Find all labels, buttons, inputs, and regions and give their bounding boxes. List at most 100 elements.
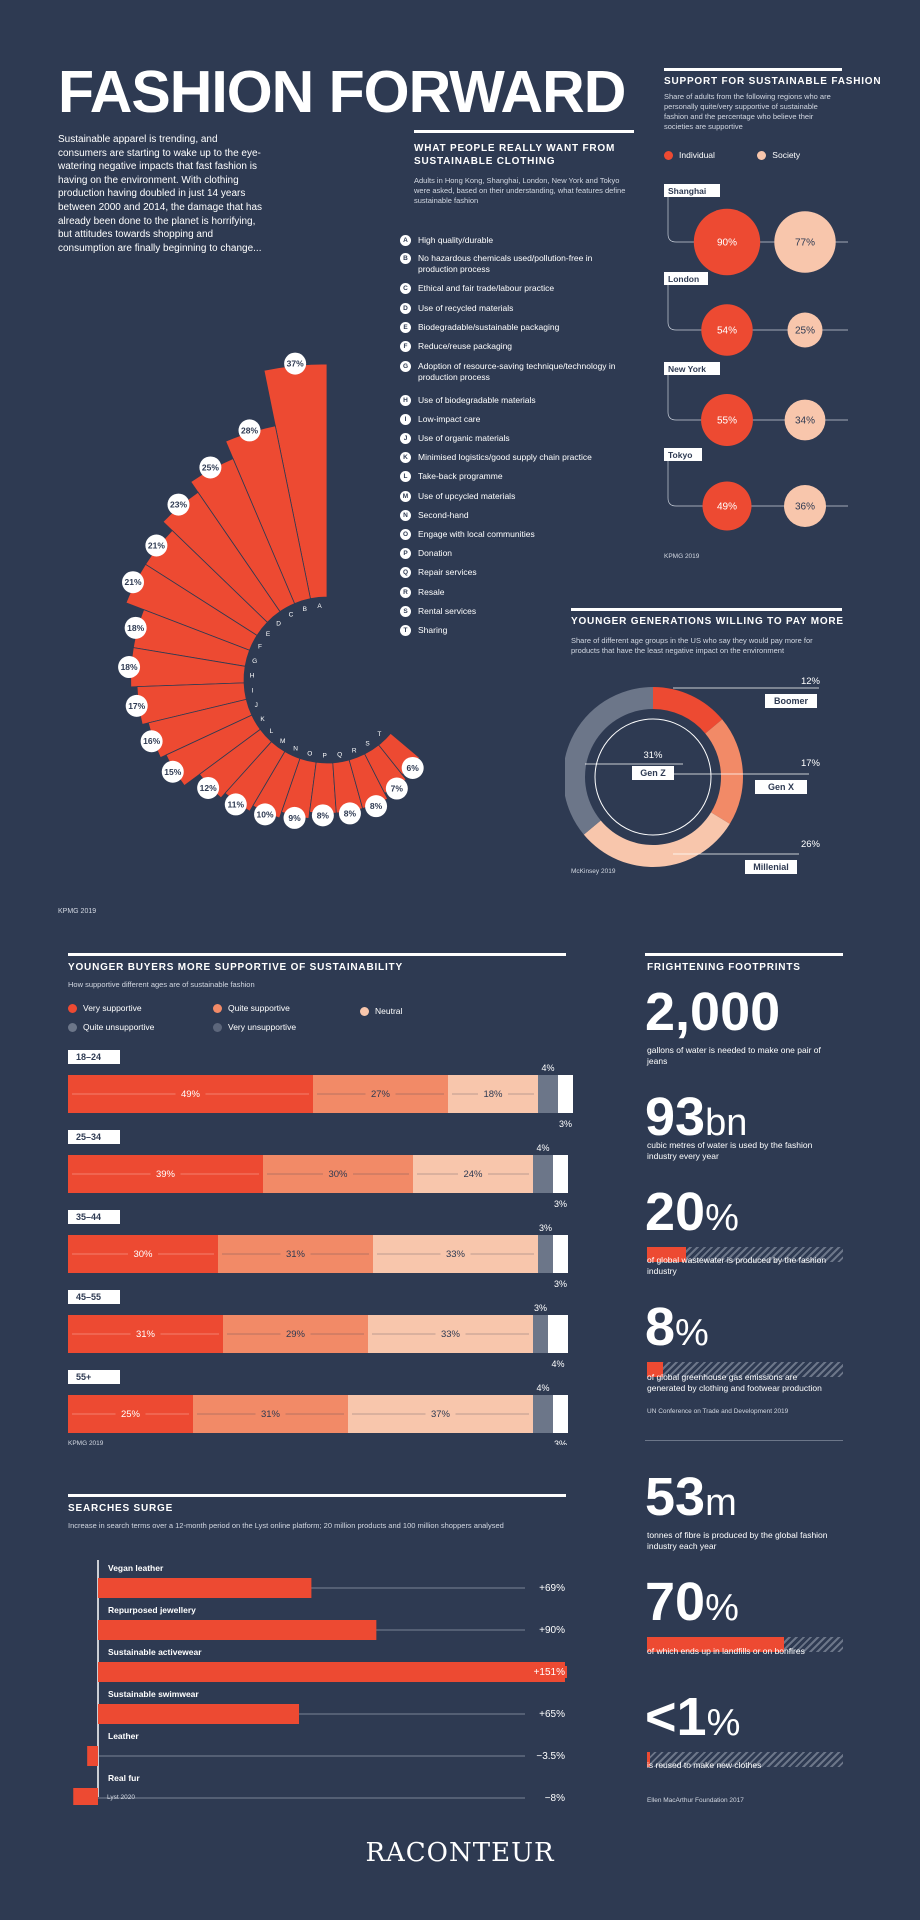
radial-value-label: 37% (287, 359, 304, 369)
footprint-unit: m (705, 1482, 737, 1524)
radial-label-bg-S (385, 777, 408, 800)
search-term-label: Sustainable swimwear (108, 1689, 199, 1699)
ring-value-label: 17% (801, 758, 821, 769)
segment-label-bg (458, 1168, 488, 1180)
ages-title: YOUNGER BUYERS MORE SUPPORTIVE OF SUSTAI… (68, 962, 403, 973)
radial-category-label: O (307, 751, 312, 758)
segment-label: 4% (541, 1063, 554, 1073)
radial-label-bg-A (284, 352, 307, 375)
feature-letter-badge: H (400, 395, 411, 406)
radial-value-label: 28% (241, 425, 258, 435)
radial-label-bg-H (118, 656, 141, 679)
footprint-unit: % (705, 1587, 739, 1629)
feature-label: Sharing (418, 625, 448, 635)
support-title: SUPPORT FOR SUSTAINABLE FASHION (664, 76, 882, 87)
age-tag-bg (68, 1210, 120, 1224)
bubble-individual-label: 55% (717, 416, 737, 427)
feature-label: Reduce/reuse packaging (418, 341, 513, 351)
city-connector (667, 458, 848, 507)
radial-bar-O (281, 757, 317, 819)
segment-label: 49% (181, 1089, 201, 1100)
footprint-share-fill (647, 1752, 650, 1767)
stacked-segment (558, 1075, 573, 1113)
feature-label: Second-hand (418, 510, 469, 520)
footprint-number: 70 (645, 1572, 706, 1632)
radial-value-label: 12% (200, 783, 217, 793)
radial-value-label: 23% (170, 500, 187, 510)
footprint-share-track (647, 1637, 843, 1652)
search-bar (98, 1662, 565, 1682)
footprint-share-fill (647, 1637, 785, 1652)
radial-value-label: 9% (288, 813, 301, 823)
wants-source: KPMG 2019 (58, 908, 97, 915)
legend-label: Quite unsupportive (83, 1022, 155, 1032)
feature-letter-badge: F (400, 341, 411, 352)
radial-category-label: H (250, 673, 255, 680)
feature-label: Donation (418, 548, 453, 558)
search-value-bg (525, 1582, 567, 1594)
radial-bar-C (190, 458, 296, 613)
feature-item: M Use of upcycled materials (400, 491, 618, 502)
radial-label-bg-K (161, 760, 184, 783)
feature-item: H Use of biodegradable materials (400, 395, 618, 406)
support-source: KPMG 2019 (664, 553, 700, 560)
radial-bar-L (198, 728, 273, 799)
city-tag-bg (664, 184, 720, 197)
footprints-title: FRIGHTENING FOOTPRINTS (647, 962, 801, 973)
bubble-individual-label: 54% (717, 326, 737, 337)
feature-label: Engage with local communities (418, 529, 535, 539)
footprint-figure: 2,000 (645, 985, 780, 1045)
age-label: 55+ (76, 1372, 91, 1382)
feature-letter-badge: E (400, 322, 411, 333)
age-label: 45–55 (76, 1292, 101, 1302)
segment-label-bg (425, 1408, 456, 1420)
footprint-figure: 70% (645, 1575, 739, 1635)
segment-label-bg (255, 1408, 286, 1420)
age-tag-bg (68, 1130, 120, 1144)
feature-item: D Use of recycled materials (400, 303, 618, 314)
radial-label-bg-Q (338, 802, 361, 825)
footprint-number: <1 (645, 1687, 707, 1747)
feature-item: S Rental services (400, 606, 618, 617)
radial-label-bg-G (124, 616, 147, 639)
segment-label: 4% (551, 1359, 564, 1369)
stacked-segment (533, 1155, 553, 1193)
stacked-segment (533, 1315, 548, 1353)
radial-category-label: A (317, 603, 322, 610)
radial-value-label: 7% (391, 784, 404, 794)
footprint-share-track (647, 1752, 843, 1767)
footprint-description: cubic metres of water is used by the fas… (647, 1140, 813, 1161)
ring-tag-bg (765, 694, 817, 708)
segment-label: 4% (536, 1143, 549, 1153)
radial-label-bg-B (238, 419, 261, 442)
ages-subtitle: How supportive different ages are of sus… (68, 980, 255, 989)
feature-item: T Sharing (400, 625, 618, 636)
ages-legend-item: Very supportive (68, 1003, 142, 1014)
feature-letter-badge: R (400, 587, 411, 598)
age-label: 25–34 (76, 1132, 101, 1142)
legend-label: Quite supportive (228, 1003, 290, 1013)
bubble-society-label: 36% (795, 502, 815, 513)
segment-label-bg (280, 1328, 311, 1340)
segment-label: 39% (156, 1169, 176, 1180)
footprint-share-fill (647, 1247, 687, 1262)
legend-label: Very unsupportive (228, 1022, 297, 1032)
search-value-bg (525, 1750, 567, 1762)
radial-category-label: D (276, 620, 281, 627)
feature-item: C Ethical and fair trade/labour practice (400, 283, 618, 294)
search-value-label: +151% (534, 1667, 566, 1678)
ring-value-label: 31% (643, 750, 663, 761)
segment-label-bg (323, 1168, 353, 1180)
feature-item: G Adoption of resource-saving technique/t… (400, 361, 618, 383)
radial-value-label: 16% (143, 736, 160, 746)
ring-tag-bg (745, 860, 797, 874)
footprints-source-1: UN Conference on Trade and Development 2… (647, 1408, 789, 1415)
footprint-figure: 93bn (645, 1090, 747, 1150)
city-tag-bg (664, 448, 702, 461)
footprint-description: gallons of water is needed to make one p… (647, 1045, 821, 1066)
stacked-segment (538, 1075, 558, 1113)
radial-category-label: J (255, 702, 258, 709)
segment-label: 30% (328, 1169, 348, 1180)
bubble-individual (701, 394, 753, 446)
radial-bar-F (125, 563, 258, 651)
